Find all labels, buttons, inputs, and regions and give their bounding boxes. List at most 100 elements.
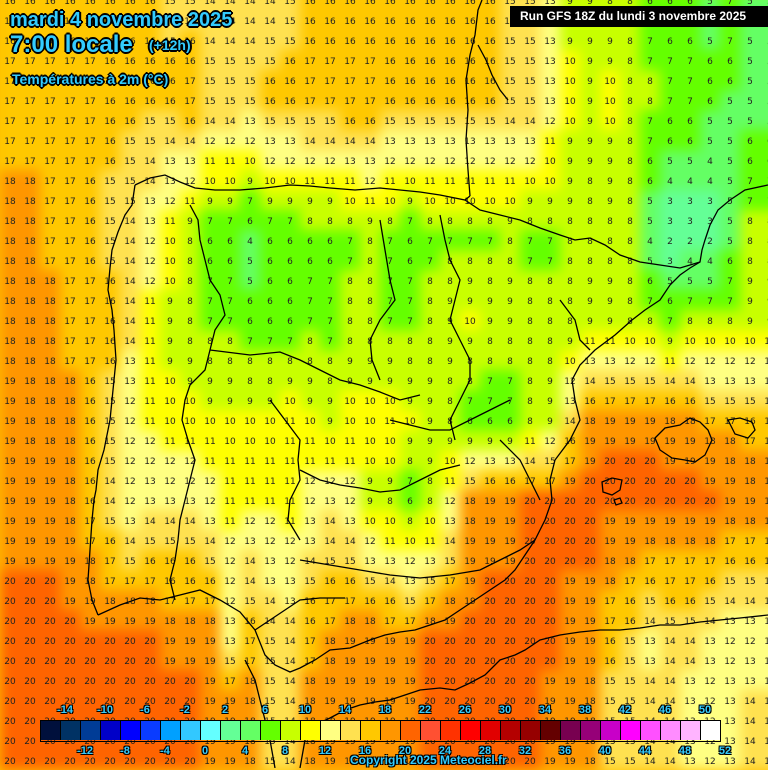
grid-temperature: 15 [504, 77, 516, 87]
grid-temperature: 5 [727, 197, 733, 207]
grid-temperature: 10 [344, 197, 356, 207]
grid-temperature: 16 [664, 597, 676, 607]
grid-temperature: 13 [244, 117, 256, 127]
grid-temperature: 16 [404, 37, 416, 47]
grid-temperature: 11 [344, 457, 356, 467]
grid-temperature: 16 [24, 0, 36, 7]
grid-temperature: 7 [727, 297, 733, 307]
grid-temperature: 7 [387, 277, 393, 287]
grid-temperature: 9 [467, 277, 473, 287]
grid-temperature: 14 [144, 517, 156, 527]
grid-temperature: 7 [687, 57, 693, 67]
grid-temperature: 19 [364, 657, 376, 667]
grid-temperature: 5 [747, 0, 753, 7]
grid-temperature: 20 [584, 497, 596, 507]
grid-temperature: 14 [684, 377, 696, 387]
grid-temperature: 17 [604, 597, 616, 607]
grid-temperature: 7 [487, 237, 493, 247]
grid-temperature: 17 [84, 97, 96, 107]
grid-temperature: 9 [447, 357, 453, 367]
grid-temperature: 13 [444, 137, 456, 147]
grid-temperature: 12 [744, 637, 756, 647]
grid-temperature: 15 [104, 237, 116, 247]
grid-temperature: 16 [304, 597, 316, 607]
grid-temperature: 12 [524, 157, 536, 167]
forecast-offset: (+12h) [149, 37, 191, 53]
grid-temperature: 8 [627, 197, 633, 207]
grid-temperature: 12 [404, 157, 416, 167]
grid-temperature: 20 [644, 497, 656, 507]
grid-temperature: 17 [84, 57, 96, 67]
grid-temperature: 13 [504, 137, 516, 147]
grid-temperature: 11 [144, 297, 156, 307]
grid-temperature: 15 [524, 77, 536, 87]
grid-temperature: 6 [247, 297, 253, 307]
grid-temperature: 20 [504, 597, 516, 607]
grid-temperature: 15 [104, 457, 116, 467]
grid-temperature: 7 [447, 237, 453, 247]
grid-temperature: 20 [144, 677, 156, 687]
grid-temperature: 18 [4, 297, 16, 307]
grid-temperature: 16 [164, 97, 176, 107]
grid-temperature: 8 [547, 317, 553, 327]
grid-temperature: 7 [647, 37, 653, 47]
grid-temperature: 19 [144, 617, 156, 627]
grid-temperature: 19 [584, 437, 596, 447]
grid-temperature: 16 [244, 617, 256, 627]
grid-temperature: 15 [604, 757, 616, 767]
grid-temperature: 8 [427, 497, 433, 507]
grid-temperature: 7 [347, 237, 353, 247]
grid-temperature: 16 [84, 377, 96, 387]
grid-temperature: 17 [44, 97, 56, 107]
grid-temperature: 15 [324, 557, 336, 567]
grid-temperature: 18 [424, 617, 436, 627]
grid-temperature: 9 [760, 297, 768, 307]
grid-temperature: 15 [500, 17, 520, 27]
grid-temperature: 13 [424, 557, 436, 567]
grid-temperature: 20 [544, 517, 556, 527]
grid-temperature: 10 [564, 357, 576, 367]
grid-temperature: 15 [644, 597, 656, 607]
grid-temperature: 16 [364, 117, 376, 127]
grid-temperature: 10 [364, 417, 376, 427]
grid-temperature: 18 [4, 237, 16, 247]
grid-temperature: 15 [104, 437, 116, 447]
grid-temperature: 8 [647, 97, 653, 107]
grid-temperature: 17 [324, 97, 336, 107]
grid-temperature: 16 [44, 17, 56, 27]
grid-temperature: 7 [407, 317, 413, 327]
grid-temperature: 12 [684, 357, 696, 367]
grid-temperature: 10 [384, 437, 396, 447]
grid-temperature: 8 [207, 357, 213, 367]
grid-temperature: 16 [344, 0, 356, 7]
grid-temperature: 15 [484, 117, 496, 127]
grid-temperature: 17 [704, 417, 716, 427]
grid-temperature: 20 [44, 697, 56, 707]
grid-temperature: 7 [387, 297, 393, 307]
grid-temperature: 20 [24, 577, 36, 587]
grid-temperature: 11 [224, 497, 236, 507]
grid-temperature: 18 [24, 177, 36, 187]
grid-temperature: 10 [244, 157, 256, 167]
grid-temperature: 16 [364, 597, 376, 607]
grid-temperature: 15 [104, 377, 116, 387]
grid-temperature: 5 [647, 197, 653, 207]
grid-temperature: 20 [424, 657, 436, 667]
grid-temperature: 9 [760, 317, 768, 327]
grid-temperature: 17 [24, 97, 36, 107]
grid-temperature: 10 [524, 177, 536, 187]
grid-temperature: 17 [64, 357, 76, 367]
grid-temperature: 17 [44, 77, 56, 87]
grid-temperature: 18 [4, 337, 16, 347]
grid-temperature: 16 [424, 17, 436, 27]
grid-temperature: 14 [204, 0, 216, 7]
grid-temperature: 20 [104, 657, 116, 667]
grid-temperature: 16 [164, 77, 176, 87]
grid-temperature: 17 [44, 117, 56, 127]
grid-temperature: 12 [724, 357, 736, 367]
grid-temperature: 19 [364, 637, 376, 647]
grid-temperature: 18 [304, 677, 316, 687]
grid-temperature: 19 [204, 637, 216, 647]
grid-temperature: 14 [664, 757, 676, 767]
grid-temperature: 11 [144, 397, 156, 407]
